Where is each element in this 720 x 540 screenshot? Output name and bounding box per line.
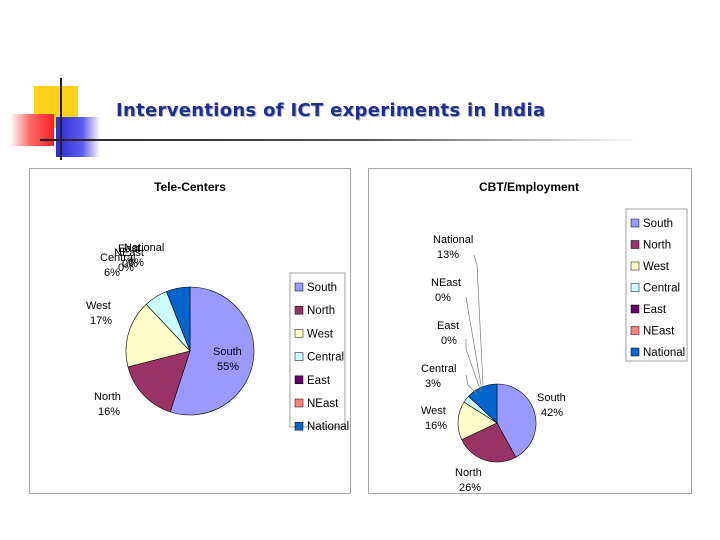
cbt-employment-chart-title: CBT/Employment	[479, 180, 579, 194]
tele-centers-slice-north	[127, 350, 191, 413]
chart-tele-centers: Tele-Centers South 55% North 16% West 17% Centr…	[29, 168, 351, 494]
tele-centers-legend-label-west: West	[307, 328, 334, 340]
tele-centers-legend-swatch-east	[294, 375, 304, 385]
cbt-employment-data-label-south: South 42%	[537, 392, 566, 419]
tele-centers-chart-title: Tele-Centers	[154, 180, 226, 194]
svg-text:South: South	[213, 346, 242, 358]
chart-cbt-employment: CBT/Employment South 42% North 26% West 16% Cen…	[368, 168, 692, 494]
tele-centers-legend-swatch-west	[294, 329, 304, 338]
cbt-employment-data-label-east: East 0%	[437, 320, 459, 347]
cbt-employment-data-label-national: National 13%	[433, 234, 473, 261]
cbt-employment-data-label-central: Central 3%	[421, 363, 456, 390]
svg-text:West: West	[421, 405, 446, 417]
cbt-employment-legend: South North West Central East NEast National	[625, 208, 688, 362]
svg-text:National: National	[433, 234, 473, 246]
cbt-employment-legend-swatch-south	[630, 218, 640, 228]
cbt-employment-legend-swatch-central	[630, 283, 640, 292]
slide-title: Interventions of ICT experiments in Indi…	[116, 100, 546, 121]
cbt-employment-leader-neast	[465, 296, 483, 392]
svg-text:South: South	[537, 392, 566, 404]
tele-centers-legend: South North West Central East NEast National	[289, 272, 349, 433]
svg-text:13%: 13%	[437, 249, 459, 261]
tele-centers-data-label-north: North 16%	[94, 391, 121, 418]
svg-text:0%: 0%	[435, 292, 451, 304]
svg-text:NEast: NEast	[431, 277, 461, 289]
svg-text:26%: 26%	[459, 482, 481, 493]
svg-text:6%: 6%	[104, 267, 120, 279]
cbt-employment-leader-national	[473, 254, 484, 386]
svg-text:0%: 0%	[122, 258, 138, 270]
cbt-employment-legend-label-neast: NEast	[643, 326, 675, 338]
cbt-employment-slice-south	[496, 383, 537, 458]
cbt-employment-legend-label-north: North	[643, 240, 671, 252]
cbt-employment-legend-swatch-west	[630, 261, 640, 271]
tele-centers-legend-label-neast: NEast	[307, 398, 339, 410]
tele-centers-legend-swatch-neast	[294, 398, 304, 408]
tele-centers-legend-label-south: South	[307, 282, 337, 294]
svg-text:Central: Central	[100, 252, 135, 264]
svg-text:Central: Central	[421, 363, 456, 375]
pie-chart-cbt-employment: CBT/Employment South 42% North 26% West 16% Cen…	[421, 180, 688, 493]
cbt-employment-legend-label-west: West	[643, 261, 670, 273]
tele-centers-legend-label-east: East	[307, 375, 331, 387]
svg-text:0%: 0%	[118, 262, 134, 274]
title-divider	[40, 139, 640, 141]
svg-text:East: East	[437, 320, 459, 332]
tele-centers-legend-label-central: Central	[307, 352, 344, 364]
cbt-employment-legend-swatch-neast	[630, 326, 640, 335]
cbt-employment-data-label-west: West 16%	[421, 405, 447, 432]
tele-centers-legend-swatch-south	[294, 282, 304, 292]
deco-red-square	[10, 114, 54, 146]
svg-text:16%: 16%	[425, 420, 447, 432]
cbt-employment-slice-north	[461, 422, 517, 463]
tele-centers-slice-west	[125, 303, 191, 368]
tele-centers-legend-swatch-national	[294, 421, 304, 431]
tele-centers-slice-national	[166, 286, 191, 352]
deco-blue-square	[56, 117, 100, 157]
cbt-employment-legend-swatch-national	[630, 347, 640, 357]
cbt-employment-legend-label-east: East	[643, 304, 667, 316]
svg-text:6%: 6%	[128, 257, 144, 269]
tele-centers-legend-swatch-central	[294, 352, 304, 361]
svg-text:55%: 55%	[217, 361, 239, 373]
tele-centers-data-label-central: Central 6%	[100, 252, 135, 279]
tele-centers-data-label-west: West 17%	[86, 300, 112, 327]
svg-text:17%: 17%	[90, 315, 112, 327]
pie-chart-tele-centers: Tele-Centers South 55% North 16% West 17% Centr…	[86, 180, 349, 433]
cbt-employment-legend-swatch-east	[630, 304, 640, 314]
cbt-employment-leader-east	[465, 339, 482, 393]
cbt-employment-legend-swatch-north	[630, 240, 640, 249]
svg-text:North: North	[94, 391, 121, 403]
svg-text:42%: 42%	[541, 407, 563, 419]
tele-centers-slice-south	[169, 286, 255, 416]
svg-text:NEast: NEast	[114, 247, 144, 259]
cbt-employment-legend-label-central: Central	[643, 283, 680, 295]
cbt-employment-data-label-north: North 26%	[455, 467, 482, 493]
svg-text:West: West	[86, 300, 111, 312]
tele-centers-data-label-national: National 6%	[124, 242, 164, 269]
svg-text:East: East	[118, 243, 140, 255]
deco-vertical-line	[60, 78, 62, 160]
svg-text:North: North	[455, 467, 482, 479]
cbt-employment-legend-label-national: National	[643, 347, 685, 359]
svg-text:16%: 16%	[98, 406, 120, 418]
svg-text:0%: 0%	[441, 335, 457, 347]
tele-centers-legend-label-north: North	[307, 305, 335, 317]
cbt-employment-leader-central	[465, 374, 479, 396]
tele-centers-data-label-east: East 0%	[118, 243, 140, 270]
svg-text:National: National	[124, 242, 164, 254]
tele-centers-legend-swatch-north	[294, 305, 304, 315]
cbt-employment-data-label-neast: NEast 0%	[431, 277, 461, 304]
svg-text:3%: 3%	[425, 378, 441, 390]
cbt-employment-legend-label-south: South	[643, 218, 673, 230]
tele-centers-data-label-south: South 55%	[213, 346, 242, 373]
tele-centers-legend-label-national: National	[307, 421, 349, 433]
